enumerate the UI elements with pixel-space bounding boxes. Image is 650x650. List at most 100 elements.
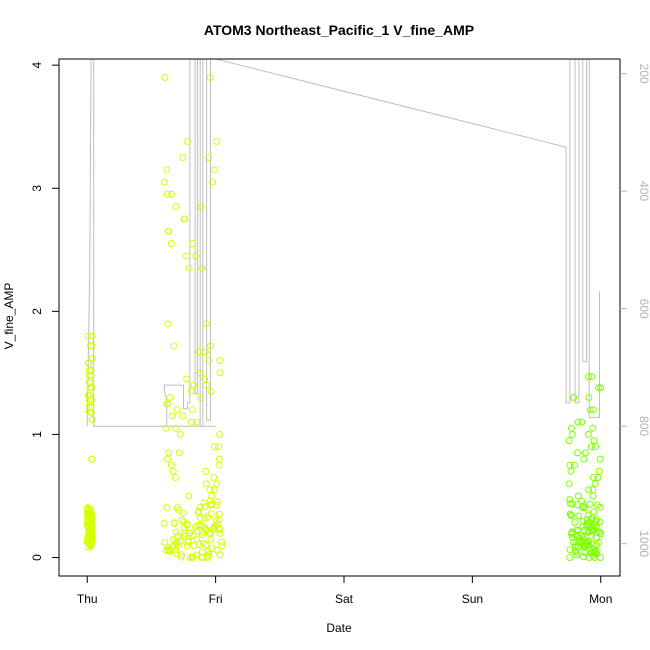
data-point <box>571 461 578 469</box>
data-point <box>213 480 221 488</box>
data-point <box>597 384 605 392</box>
data-point <box>172 203 180 211</box>
data-point <box>597 530 605 538</box>
data-point <box>205 357 213 365</box>
data-point <box>204 554 212 561</box>
data-point <box>213 138 221 145</box>
data-point <box>184 138 191 145</box>
data-point <box>185 264 193 272</box>
data-point <box>566 510 574 518</box>
data-point <box>211 522 219 530</box>
data-point <box>591 480 599 488</box>
data-point <box>184 538 192 546</box>
data-point <box>202 320 210 328</box>
y-axis-label: V_fine_AMP <box>2 283 16 350</box>
data-point <box>578 497 586 505</box>
data-point <box>580 455 588 463</box>
data-point <box>209 178 216 186</box>
data-point <box>575 526 582 534</box>
data-point <box>579 553 587 561</box>
data-point <box>206 529 214 537</box>
y-tick-label: 3 <box>30 185 44 192</box>
data-point <box>573 501 581 509</box>
data-point <box>215 510 223 518</box>
y2-tick-label: 800 <box>637 416 650 436</box>
data-point <box>174 532 182 540</box>
data-point <box>595 467 603 475</box>
data-point <box>207 342 215 350</box>
data-point <box>585 373 592 381</box>
data-point <box>566 554 574 561</box>
data-point <box>570 538 578 546</box>
data-point <box>215 461 223 469</box>
data-point <box>573 533 581 541</box>
data-point <box>86 379 94 387</box>
data-point <box>211 525 219 532</box>
data-point <box>179 154 187 161</box>
data-point <box>87 403 95 411</box>
x-axis: Thu Fri Sat Sun Mon <box>77 576 612 606</box>
data-point <box>583 516 591 524</box>
y-axis: 0 1 2 3 4 <box>30 61 59 561</box>
data-point <box>590 437 598 445</box>
data-point <box>195 507 203 515</box>
data-point <box>162 424 170 432</box>
data-point <box>587 539 595 547</box>
data-point <box>173 406 181 414</box>
y-tick-label: 4 <box>30 61 44 68</box>
data-point <box>575 534 583 542</box>
data-point <box>207 387 215 395</box>
data-point <box>571 519 579 526</box>
data-point <box>591 548 599 556</box>
data-point <box>207 501 215 509</box>
data-point <box>211 443 218 451</box>
data-point <box>190 381 198 389</box>
data-point <box>196 369 204 377</box>
data-point <box>84 332 92 340</box>
data-point <box>589 492 597 500</box>
data-point <box>88 342 96 350</box>
data-point <box>187 387 195 395</box>
data-point <box>579 534 587 542</box>
data-point <box>201 525 209 533</box>
data-point <box>215 443 223 451</box>
data-point <box>193 551 201 559</box>
data-point <box>189 240 197 248</box>
data-point <box>185 492 193 500</box>
data-point <box>192 252 200 260</box>
data-point <box>183 252 191 260</box>
data-point <box>86 510 94 518</box>
data-point <box>572 526 580 534</box>
data-point <box>216 430 223 438</box>
data-point <box>86 384 94 392</box>
data-point <box>210 486 218 494</box>
data-point <box>88 354 96 362</box>
data-point <box>206 486 214 494</box>
data-point <box>596 455 604 463</box>
data-point <box>88 510 96 518</box>
data-point <box>161 74 169 81</box>
data-point <box>163 190 171 198</box>
data-point <box>195 348 203 356</box>
data-point <box>590 508 598 516</box>
data-point <box>176 538 184 546</box>
data-point <box>186 554 194 561</box>
data-point <box>196 503 204 511</box>
data-point <box>595 384 602 392</box>
data-point <box>168 412 176 420</box>
data-point <box>208 492 216 500</box>
data-point <box>570 394 578 401</box>
data-point <box>178 516 186 524</box>
data-point <box>171 474 179 481</box>
data-point <box>567 511 575 519</box>
data-point <box>175 506 183 514</box>
data-point <box>85 391 93 399</box>
data-point <box>164 320 172 328</box>
data-point <box>566 461 574 469</box>
data-point <box>183 520 191 528</box>
data-point <box>218 542 226 550</box>
data-point <box>167 240 175 248</box>
data-point <box>176 430 184 438</box>
scatter-series <box>83 74 605 561</box>
data-point <box>84 505 92 513</box>
